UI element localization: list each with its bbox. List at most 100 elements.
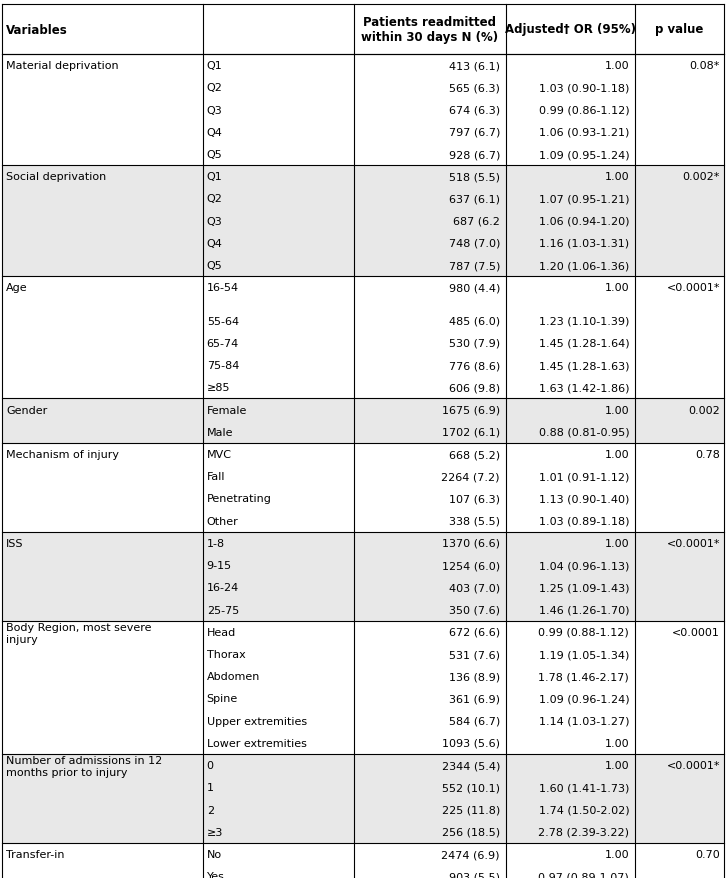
Text: 637 (6.1): 637 (6.1) xyxy=(449,194,500,205)
Text: Thorax: Thorax xyxy=(207,649,245,659)
Bar xyxy=(2,77,724,99)
Text: 1.01 (0.91-1.12): 1.01 (0.91-1.12) xyxy=(539,471,629,482)
Text: Spine: Spine xyxy=(207,694,238,703)
Bar xyxy=(2,355,724,377)
Text: 552 (10.1): 552 (10.1) xyxy=(442,782,500,793)
Text: 1.03 (0.89-1.18): 1.03 (0.89-1.18) xyxy=(539,516,629,526)
Text: Yes: Yes xyxy=(207,871,224,878)
Text: Q5: Q5 xyxy=(207,261,222,270)
Text: 0.70: 0.70 xyxy=(696,849,720,859)
Bar xyxy=(2,310,724,333)
Text: 584 (6.7): 584 (6.7) xyxy=(449,716,500,726)
Text: 338 (5.5): 338 (5.5) xyxy=(449,516,500,526)
Bar xyxy=(2,443,724,465)
Bar xyxy=(2,55,724,77)
Text: Penetrating: Penetrating xyxy=(207,494,272,504)
Bar xyxy=(2,255,724,277)
Text: 107 (6.3): 107 (6.3) xyxy=(449,494,500,504)
Text: 55-64: 55-64 xyxy=(207,316,239,327)
Text: 16-24: 16-24 xyxy=(207,583,239,593)
Text: Male: Male xyxy=(207,428,233,437)
Text: 2.78 (2.39-3.22): 2.78 (2.39-3.22) xyxy=(538,827,629,837)
Text: 1.45 (1.28-1.64): 1.45 (1.28-1.64) xyxy=(539,339,629,349)
Text: 1.00: 1.00 xyxy=(605,61,629,71)
Text: 1: 1 xyxy=(207,782,213,793)
Text: 1.16 (1.03-1.31): 1.16 (1.03-1.31) xyxy=(539,239,629,248)
Bar xyxy=(2,510,724,532)
Text: 0.99 (0.86-1.12): 0.99 (0.86-1.12) xyxy=(539,105,629,115)
Bar xyxy=(2,333,724,355)
Text: 75-84: 75-84 xyxy=(207,361,239,371)
Bar xyxy=(2,211,724,233)
Text: 518 (5.5): 518 (5.5) xyxy=(449,172,500,182)
Text: 1.09 (0.95-1.24): 1.09 (0.95-1.24) xyxy=(539,150,629,160)
Text: 1.09 (0.96-1.24): 1.09 (0.96-1.24) xyxy=(539,694,629,703)
Text: Age: Age xyxy=(6,283,28,293)
Text: Material deprivation: Material deprivation xyxy=(6,61,118,71)
Bar xyxy=(2,554,724,577)
Bar xyxy=(2,666,724,687)
Text: 1.00: 1.00 xyxy=(605,760,629,770)
Bar xyxy=(2,732,724,754)
Text: Q5: Q5 xyxy=(207,150,222,160)
Text: ISS: ISS xyxy=(6,538,23,548)
Text: ≥3: ≥3 xyxy=(207,827,223,837)
Text: Head: Head xyxy=(207,627,236,637)
Bar xyxy=(2,277,724,299)
Text: 1.23 (1.10-1.39): 1.23 (1.10-1.39) xyxy=(539,316,629,327)
Text: 2264 (7.2): 2264 (7.2) xyxy=(441,471,500,482)
Text: 1.06 (0.94-1.20): 1.06 (0.94-1.20) xyxy=(539,216,629,227)
Text: 1.25 (1.09-1.43): 1.25 (1.09-1.43) xyxy=(539,583,629,593)
Bar xyxy=(2,5,724,55)
Text: 787 (7.5): 787 (7.5) xyxy=(449,261,500,270)
Text: 1.13 (0.90-1.40): 1.13 (0.90-1.40) xyxy=(539,494,629,504)
Text: 1.45 (1.28-1.63): 1.45 (1.28-1.63) xyxy=(539,361,629,371)
Text: Other: Other xyxy=(207,516,238,526)
Text: Number of admissions in 12
months prior to injury: Number of admissions in 12 months prior … xyxy=(6,755,162,778)
Text: Lower extremities: Lower extremities xyxy=(207,738,306,748)
Text: 9-15: 9-15 xyxy=(207,560,232,571)
Text: 485 (6.0): 485 (6.0) xyxy=(449,316,500,327)
Text: 0.97 (0.89-1.07): 0.97 (0.89-1.07) xyxy=(539,871,629,878)
Text: 1.46 (1.26-1.70): 1.46 (1.26-1.70) xyxy=(539,605,629,615)
Bar xyxy=(2,233,724,255)
Text: 1.04 (0.96-1.13): 1.04 (0.96-1.13) xyxy=(539,560,629,571)
Text: 531 (7.6): 531 (7.6) xyxy=(449,649,500,659)
Bar xyxy=(2,299,724,310)
Text: Q3: Q3 xyxy=(207,105,222,115)
Text: Q4: Q4 xyxy=(207,239,223,248)
Bar xyxy=(2,577,724,599)
Text: 1.60 (1.41-1.73): 1.60 (1.41-1.73) xyxy=(539,782,629,793)
Text: 530 (7.9): 530 (7.9) xyxy=(449,339,500,349)
Bar xyxy=(2,821,724,843)
Text: Q1: Q1 xyxy=(207,172,222,182)
Text: 565 (6.3): 565 (6.3) xyxy=(449,83,500,93)
Bar xyxy=(2,465,724,488)
Text: 1.00: 1.00 xyxy=(605,738,629,748)
Bar xyxy=(2,776,724,798)
Text: 1675 (6.9): 1675 (6.9) xyxy=(442,405,500,415)
Text: 1.78 (1.46-2.17): 1.78 (1.46-2.17) xyxy=(539,672,629,681)
Bar xyxy=(2,488,724,510)
Text: Adjusted† OR (95%): Adjusted† OR (95%) xyxy=(505,24,636,37)
Text: 1.00: 1.00 xyxy=(605,405,629,415)
Bar xyxy=(2,399,724,421)
Text: 797 (6.7): 797 (6.7) xyxy=(449,127,500,138)
Bar xyxy=(2,798,724,821)
Text: 672 (6.6): 672 (6.6) xyxy=(449,627,500,637)
Text: 687 (6.2: 687 (6.2 xyxy=(453,216,500,227)
Text: 256 (18.5): 256 (18.5) xyxy=(442,827,500,837)
Text: 0.002*: 0.002* xyxy=(682,172,720,182)
Text: 2474 (6.9): 2474 (6.9) xyxy=(441,849,500,859)
Text: 1370 (6.6): 1370 (6.6) xyxy=(442,538,500,548)
Text: Gender: Gender xyxy=(6,405,47,415)
Text: 0.08*: 0.08* xyxy=(690,61,720,71)
Bar xyxy=(2,421,724,443)
Bar xyxy=(2,188,724,211)
Bar xyxy=(2,621,724,644)
Text: 928 (6.7): 928 (6.7) xyxy=(449,150,500,160)
Text: 361 (6.9): 361 (6.9) xyxy=(449,694,500,703)
Text: 350 (7.6): 350 (7.6) xyxy=(449,605,500,615)
Text: Upper extremities: Upper extremities xyxy=(207,716,307,726)
Text: Q2: Q2 xyxy=(207,194,223,205)
